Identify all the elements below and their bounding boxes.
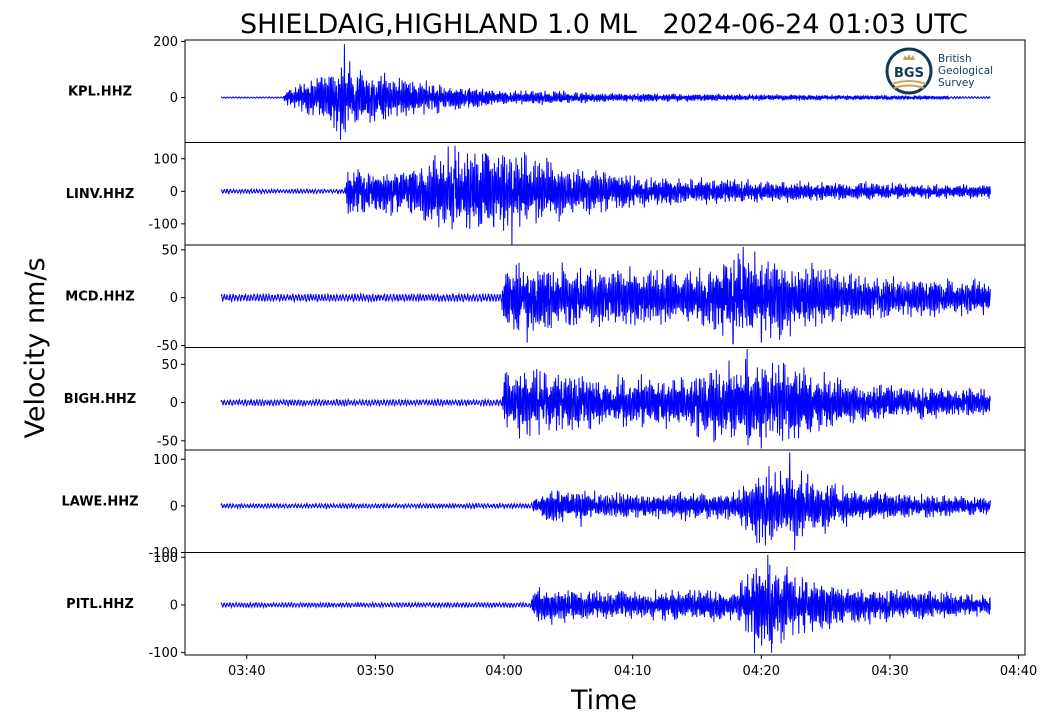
- x-tick-label: 03:50: [357, 664, 394, 679]
- x-tick-label: 04:20: [743, 664, 780, 679]
- y-tick-label: 0: [170, 291, 178, 306]
- trace-panel: LINV.HHZ 100 0 -100: [66, 142, 1026, 246]
- y-tick-label: 0: [170, 499, 178, 514]
- y-tick-label: -100: [148, 546, 178, 561]
- station-label: PITL.HHZ: [66, 597, 134, 612]
- station-label: BIGH.HHZ: [64, 392, 136, 407]
- waveform-line: [220, 246, 991, 345]
- y-tick-label: -50: [157, 434, 178, 449]
- y-tick-label: 0: [170, 598, 178, 613]
- trace-panel: KPL.HHZ 200 0: [68, 35, 1026, 143]
- logo-line-1: British: [938, 53, 972, 65]
- y-tick-label: 100: [153, 152, 178, 167]
- waveform-line: [220, 44, 991, 140]
- x-axis-label: Time: [570, 685, 637, 716]
- y-tick-label: 0: [170, 396, 178, 411]
- y-tick-label: 200: [153, 35, 178, 50]
- logo-line-3: Survey: [938, 77, 975, 89]
- trace-panel: BIGH.HHZ 50 0 -50: [64, 347, 1026, 451]
- x-tick-label: 04:10: [614, 664, 651, 679]
- logo-crown-icon: [903, 54, 915, 60]
- y-tick-label: -100: [148, 217, 178, 232]
- y-tick-label: -100: [148, 646, 178, 661]
- waveform-line: [220, 145, 991, 246]
- trace-panels: KPL.HHZ 200 0 LINV.HHZ 100 0 -100 MCD.HHZ 50 0 -50…: [61, 35, 1026, 661]
- y-axis-label: Velocity nm/s: [20, 257, 51, 438]
- logo-strata-icon: [891, 80, 927, 89]
- panel-frame: [184, 552, 1026, 656]
- waveform-line: [220, 554, 991, 654]
- station-label: KPL.HHZ: [68, 84, 132, 99]
- station-label: LINV.HHZ: [66, 187, 135, 202]
- chart-title: SHIELDAIG,HIGHLAND 1.0 ML 2024-06-24 01:…: [240, 9, 968, 40]
- x-tick-label: 04:00: [485, 664, 522, 679]
- y-tick-label: 50: [161, 358, 178, 373]
- x-axis: 03:40 03:50 04:00 04:10 04:20 04:30 04:40: [228, 655, 1037, 679]
- bgs-logo-icon: BGS British Geological Survey: [885, 47, 993, 95]
- y-tick-label: -50: [157, 339, 178, 354]
- y-tick-label: 0: [170, 91, 178, 106]
- waveform-line: [220, 452, 991, 551]
- logo-badge: BGS: [894, 66, 924, 81]
- station-label: MCD.HHZ: [65, 289, 134, 304]
- y-tick-label: 100: [153, 551, 178, 566]
- trace-panel: PITL.HHZ 100 0 -100: [66, 551, 1026, 661]
- x-tick-label: 04:40: [1000, 664, 1037, 679]
- x-tick-label: 03:40: [228, 664, 265, 679]
- y-tick-label: 50: [161, 243, 178, 258]
- y-tick-label: 0: [170, 185, 178, 200]
- logo-line-2: Geological: [938, 65, 993, 77]
- trace-panel: LAWE.HHZ 100 0 -100: [61, 449, 1026, 561]
- station-label: LAWE.HHZ: [61, 494, 138, 509]
- waveform-line: [220, 348, 991, 449]
- y-tick-label: 100: [153, 453, 178, 468]
- x-tick-label: 04:30: [871, 664, 908, 679]
- trace-panel: MCD.HHZ 50 0 -50: [65, 243, 1026, 354]
